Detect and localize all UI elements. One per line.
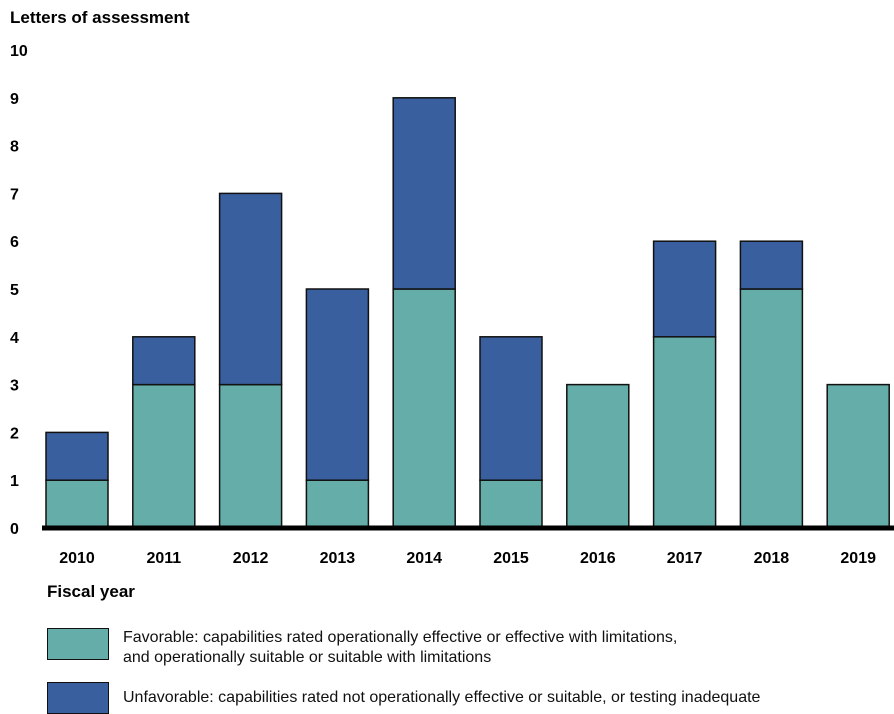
legend-label-favorable: Favorable: capabilities rated operationa… [123, 628, 677, 668]
y-tick-label: 0 [10, 521, 19, 538]
x-tick-label-2019: 2019 [840, 550, 876, 567]
bar-favorable-2013 [305, 479, 370, 529]
y-tick-label: 4 [10, 330, 19, 347]
y-tick-label: 8 [10, 139, 19, 156]
x-axis-title: Fiscal year [47, 582, 135, 601]
x-tick-label-2018: 2018 [754, 550, 790, 567]
x-tick-label-2012: 2012 [233, 550, 269, 567]
bar-favorable-2015 [479, 479, 543, 529]
bar-unfavorable-2015 [479, 336, 543, 481]
bar-favorable-2017 [652, 336, 717, 529]
bar-favorable-2014 [392, 288, 456, 529]
y-tick-label: 6 [10, 234, 19, 251]
bars [45, 97, 890, 529]
legend-favorable-line1: Favorable: capabilities rated operationa… [123, 629, 678, 646]
y-tick-label: 1 [10, 473, 19, 490]
bar-unfavorable-2014 [392, 97, 456, 290]
x-tick-label-2013: 2013 [320, 550, 356, 567]
y-axis-title: Letters of assessment [10, 8, 190, 27]
legend-item-favorable: Favorable: capabilities rated operationa… [47, 628, 677, 668]
legend-unfavorable-line1: Unfavorable: capabilities rated not oper… [123, 689, 761, 706]
x-tick-label-2015: 2015 [493, 550, 529, 567]
bar-favorable-2010 [45, 479, 109, 529]
bar-unfavorable-2018 [739, 240, 804, 290]
x-tick-label-2014: 2014 [406, 550, 442, 567]
legend-item-unfavorable: Unfavorable: capabilities rated not oper… [47, 682, 760, 714]
bar-favorable-2019 [826, 383, 890, 529]
bar-favorable-2016 [566, 383, 630, 529]
x-tick-label-2017: 2017 [667, 550, 703, 567]
legend-swatch-unfavorable [47, 682, 109, 714]
x-tick-label-2016: 2016 [580, 550, 616, 567]
y-tick-label: 5 [10, 282, 19, 299]
bar-favorable-2011 [132, 383, 196, 529]
x-tick-label-2011: 2011 [146, 550, 181, 567]
y-tick-label: 7 [10, 186, 19, 203]
y-tick-label: 10 [10, 43, 28, 60]
legend-swatch-favorable [47, 628, 109, 660]
bar-unfavorable-2010 [45, 431, 109, 481]
bar-unfavorable-2013 [305, 288, 370, 481]
y-axis-ticks: 0 1 2 3 4 5 6 7 8 9 10 [10, 43, 28, 538]
y-tick-label: 9 [10, 91, 19, 108]
bar-unfavorable-2011 [132, 336, 196, 386]
y-tick-label: 2 [10, 425, 19, 442]
bar-unfavorable-2017 [652, 240, 717, 338]
y-tick-label: 3 [10, 378, 19, 395]
x-tick-label-2010: 2010 [59, 550, 95, 567]
bar-favorable-2012 [218, 383, 283, 529]
legend-label-unfavorable: Unfavorable: capabilities rated not oper… [123, 682, 760, 708]
bar-unfavorable-2012 [218, 192, 283, 386]
x-axis-ticks: 2010 2011 2012 2013 2014 2015 2016 2017 2018 2019 [59, 550, 876, 567]
legend-favorable-line2: and operationally suitable or suitable w… [123, 649, 492, 666]
bar-favorable-2018 [739, 288, 804, 529]
